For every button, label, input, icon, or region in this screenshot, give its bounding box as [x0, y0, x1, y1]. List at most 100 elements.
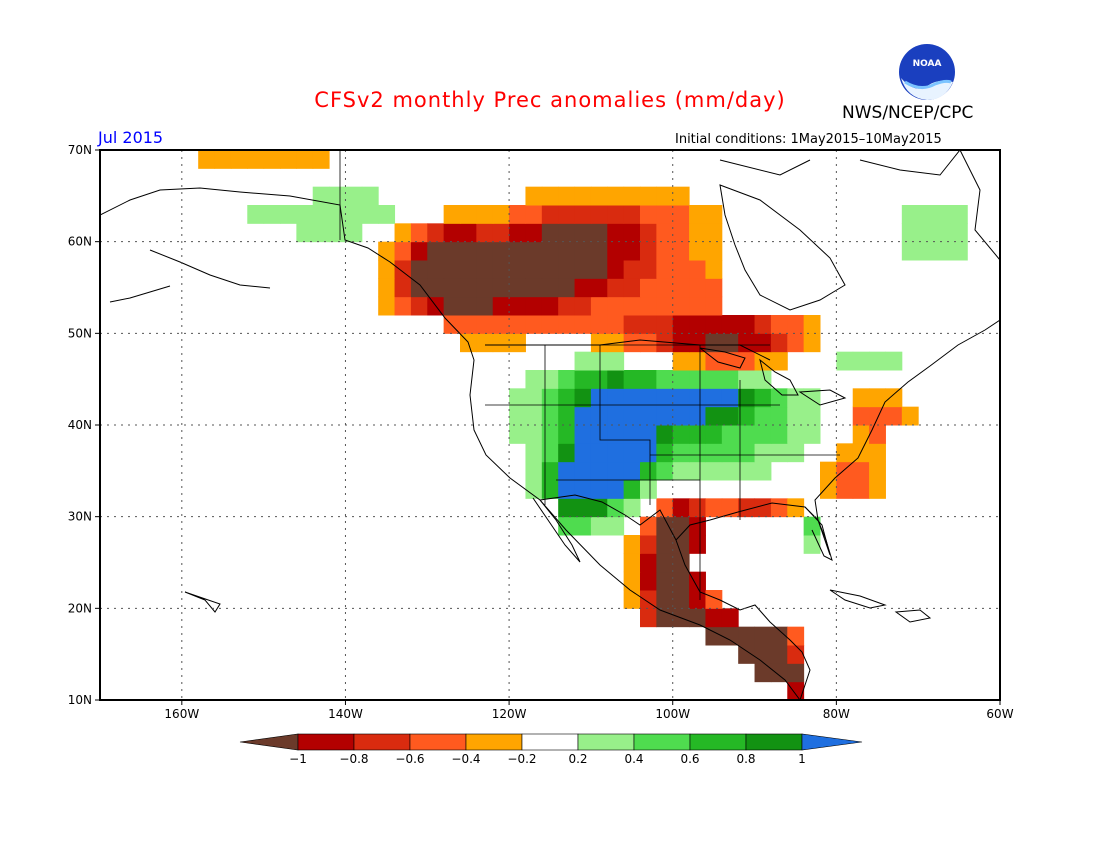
anomaly-cell [738, 645, 756, 664]
anomaly-cell [950, 205, 968, 224]
legend-box [577, 733, 635, 751]
legend-label: −0.4 [451, 752, 480, 766]
legend-box [297, 733, 355, 751]
anomaly-cell [345, 186, 363, 206]
anomaly-cell [721, 626, 739, 646]
anomaly-cell [525, 315, 543, 334]
anomaly-cell [558, 425, 576, 444]
anomaly-cell [721, 406, 739, 426]
anomaly-cell [656, 241, 674, 261]
anomaly-cell [623, 553, 641, 573]
anomaly-cell [852, 351, 870, 371]
anomaly-cell [934, 205, 952, 224]
anomaly-cell [427, 241, 445, 261]
anomaly-cell [656, 388, 674, 408]
anomaly-cell [705, 443, 723, 463]
anomaly-cell [623, 498, 641, 518]
anomaly-cell [623, 370, 641, 389]
anomaly-cell [509, 296, 526, 316]
anomaly-cell [623, 388, 641, 408]
anomaly-cell [738, 461, 756, 481]
anomaly-cell [558, 461, 576, 481]
anomaly-cell [869, 461, 886, 481]
anomaly-cell [803, 425, 821, 444]
anomaly-cell [705, 205, 723, 224]
anomaly-cell [443, 205, 461, 224]
anomaly-cell [787, 388, 805, 408]
legend-box [409, 733, 467, 751]
anomaly-cell [705, 370, 723, 389]
anomaly-cell [672, 443, 690, 463]
lon-label: 120W [492, 707, 527, 720]
anomaly-cell [574, 278, 592, 298]
anomaly-cell [394, 241, 412, 261]
anomaly-cell [525, 480, 543, 499]
anomaly-cell [950, 223, 968, 243]
anomaly-cell [378, 296, 396, 316]
anomaly-cell [754, 425, 772, 444]
anomaly-cell [558, 406, 576, 426]
anomaly-cell [558, 278, 576, 298]
anomaly-cell [574, 370, 592, 389]
anomaly-cell [869, 480, 886, 499]
anomaly-cell [689, 223, 706, 243]
anomaly-cell [689, 406, 706, 426]
anomaly-cell [541, 278, 559, 298]
anomaly-cell [492, 260, 510, 279]
anomaly-cell [460, 315, 477, 334]
anomaly-cell [541, 315, 559, 334]
anomaly-cell [509, 388, 526, 408]
anomaly-cell [230, 150, 248, 169]
anomaly-cell [607, 205, 625, 224]
anomaly-cell [656, 260, 674, 279]
chart-title: CFSv2 monthly Prec anomalies (mm/day) [314, 88, 786, 112]
anomaly-cell [754, 663, 772, 683]
anomaly-cell [656, 553, 674, 573]
anomaly-cell [705, 461, 723, 481]
anomaly-cell [705, 278, 723, 298]
anomaly-cell [574, 205, 592, 224]
anomaly-cell [770, 443, 788, 463]
anomaly-cell [901, 223, 919, 243]
anomaly-cell [656, 333, 674, 353]
anomaly-cell [738, 626, 756, 646]
anomaly-cell [754, 461, 772, 481]
anomaly-cell [509, 260, 526, 279]
anomaly-cell [689, 351, 706, 371]
anomaly-cell [656, 535, 674, 554]
anomaly-cell [640, 186, 657, 206]
noaa-logo: NOAA [899, 44, 955, 100]
anomaly-cell [689, 315, 706, 334]
anomaly-cell [738, 498, 756, 518]
anomaly-cell [394, 296, 412, 316]
anomaly-cell [607, 260, 625, 279]
legend-label: −0.2 [507, 752, 536, 766]
anomaly-cell [476, 223, 494, 243]
anomaly-cell [623, 296, 641, 316]
initial-conditions-label: Initial conditions: 1May2015–10May2015 [675, 132, 942, 147]
anomaly-cell [525, 260, 543, 279]
anomaly-cell [574, 498, 592, 518]
anomaly-cell [263, 205, 281, 224]
anomaly-cell [689, 260, 706, 279]
anomaly-cell [410, 260, 428, 279]
anomaly-cell [607, 351, 625, 371]
anomaly-cell [689, 388, 706, 408]
anomaly-cell [803, 516, 821, 536]
anomaly-cell [509, 425, 526, 444]
anomaly-cell [574, 260, 592, 279]
anomaly-cell [525, 186, 543, 206]
anomaly-cell [705, 223, 723, 243]
anomaly-cell [689, 571, 706, 591]
anomaly-cell [558, 388, 576, 408]
anomaly-cell [394, 260, 412, 279]
anomaly-cell [836, 480, 854, 499]
anomaly-cell [509, 241, 526, 261]
anomaly-cell [623, 223, 641, 243]
legend-box [465, 733, 523, 751]
anomaly-cell [640, 443, 657, 463]
anomaly-cell [640, 425, 657, 444]
anomaly-cell [509, 205, 526, 224]
anomaly-cell [590, 425, 608, 444]
